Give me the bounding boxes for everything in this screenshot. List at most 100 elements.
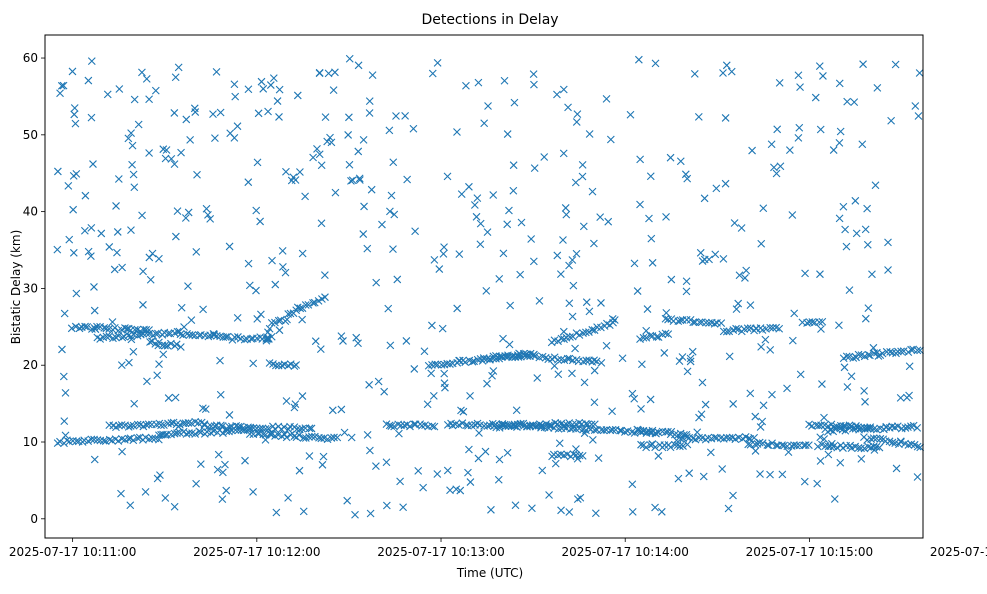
detection-point [573, 110, 582, 119]
detection-point [384, 304, 393, 313]
detection-point [114, 437, 123, 445]
detection-point [70, 110, 79, 119]
detection-point [241, 456, 249, 465]
detection-point [563, 450, 572, 459]
detection-point [554, 355, 562, 364]
detection-point [768, 439, 776, 448]
detection-point [517, 218, 526, 227]
detection-point [309, 153, 317, 162]
detection-point [627, 428, 636, 436]
detection-point [490, 422, 498, 430]
detection-point [563, 354, 572, 363]
detection-point [530, 164, 539, 172]
detection-point [757, 239, 766, 248]
detection-point [537, 423, 545, 432]
detection-point [722, 433, 731, 442]
detection-point [637, 404, 645, 413]
detection-point [892, 464, 901, 473]
detection-point [148, 337, 156, 346]
detection-point [590, 398, 599, 407]
detection-point [155, 254, 163, 263]
detection-point [841, 426, 850, 435]
detection-point [554, 337, 562, 346]
detection-point [729, 400, 738, 408]
detection-point [572, 445, 580, 453]
detection-point [893, 422, 902, 431]
detection-point [711, 250, 720, 259]
detection-point [813, 442, 822, 451]
detection-point [826, 426, 834, 434]
detection-point [225, 411, 234, 419]
detection-point [818, 317, 827, 326]
detection-point [590, 366, 599, 375]
detection-point [829, 146, 838, 154]
detection-point [887, 116, 896, 125]
detection-point [732, 324, 740, 333]
detection-point [213, 465, 222, 474]
detection-point [245, 430, 254, 439]
detection-point [535, 296, 544, 305]
detection-point [374, 377, 383, 386]
detection-point [337, 405, 346, 414]
detection-point [474, 454, 483, 463]
detection-point [780, 441, 789, 450]
detection-point [842, 352, 851, 361]
detection-point [553, 90, 561, 99]
detection-point [230, 80, 239, 89]
detection-point [324, 69, 333, 78]
detection-point [804, 441, 813, 449]
detection-point [818, 380, 826, 388]
detection-point [274, 361, 283, 370]
y-tick-label: 0 [30, 512, 38, 526]
detection-point [716, 434, 725, 442]
detection-point [386, 207, 394, 216]
detection-point [610, 316, 619, 324]
detection-point [683, 174, 692, 183]
detection-point [891, 60, 900, 69]
detection-point [489, 191, 498, 199]
detection-point [118, 447, 126, 456]
detection-point [230, 134, 239, 142]
detection-point [602, 94, 611, 103]
detection-point [301, 301, 310, 309]
detection-point [676, 157, 685, 166]
detection-point [184, 282, 192, 291]
detection-point [566, 333, 574, 341]
detection-point [115, 421, 123, 430]
detection-point [387, 191, 396, 200]
detection-point [630, 394, 639, 403]
detection-point [225, 242, 234, 251]
detection-point [488, 371, 496, 380]
detection-point [455, 356, 464, 365]
detection-point [875, 443, 884, 452]
detection-point [88, 325, 96, 333]
detection-point [915, 69, 924, 77]
detection-point [913, 346, 922, 355]
detection-point [246, 423, 255, 432]
detection-point [553, 251, 562, 260]
detection-point [710, 433, 719, 442]
detection-point [884, 238, 892, 247]
detection-point [693, 428, 702, 437]
detection-point [790, 309, 799, 318]
detection-point [390, 210, 399, 219]
detection-point [433, 470, 442, 478]
detection-point [161, 154, 170, 163]
detection-point [216, 390, 225, 399]
detection-point [130, 399, 139, 408]
detection-point [298, 315, 307, 324]
x-tick-label: 2025-07-17 10:16:00 [930, 545, 987, 559]
detection-point [751, 447, 760, 455]
detection-point [836, 424, 845, 433]
detection-point [718, 465, 727, 473]
detection-point [472, 212, 481, 221]
detection-point [326, 133, 334, 142]
detection-point [565, 261, 573, 270]
detection-point [395, 429, 403, 438]
detection-point [561, 204, 570, 212]
detection-point [499, 334, 507, 343]
detection-point [173, 429, 181, 438]
detection-point [311, 337, 320, 346]
detection-point [59, 372, 68, 381]
detection-point [897, 347, 905, 356]
